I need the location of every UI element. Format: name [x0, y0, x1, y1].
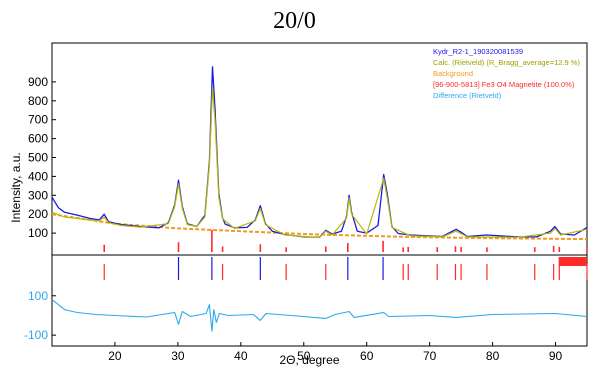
x-tick-label: 80	[486, 349, 500, 363]
legend-entry: Difference (Rietveld)	[433, 91, 502, 100]
legend-entry: Calc. (Rietveld) (R_Bragg_average=12.9 %…	[433, 58, 580, 67]
y-tick-label: 400	[28, 169, 48, 183]
difference-series	[51, 299, 588, 332]
y-tick-label: 700	[28, 113, 48, 127]
x-tick-label: 70	[423, 349, 437, 363]
page-title: 20/0	[273, 8, 316, 34]
x-tick-label: 60	[360, 349, 374, 363]
plot-area: 100 200 300 400 500 600 700 800 900 100 -100 20 30 40…	[24, 42, 588, 363]
diff-tick-label: -100	[24, 328, 48, 342]
y-tick-label: 200	[28, 207, 48, 221]
plot-frame	[51, 42, 588, 347]
x-tick-label: 50	[297, 349, 311, 363]
diff-tick-label: 100	[28, 289, 48, 303]
reflection-cluster-band	[558, 257, 587, 266]
legend-entry: Kydr_R2-1_190320081539	[433, 47, 523, 56]
chart-legend: Kydr_R2-1_190320081539 Calc. (Rietveld) (…	[433, 47, 580, 100]
legend-entry: [96-900-5813] Fe3 O4 Magnetite (100.0%)	[433, 80, 575, 89]
y-tick-label: 800	[28, 94, 48, 108]
calculated-series	[51, 86, 588, 239]
y-axis-label: Intensity, a.u.	[9, 152, 23, 222]
y-tick-label: 900	[28, 75, 48, 89]
y-tick-label: 500	[28, 151, 48, 165]
x-tick-label: 30	[171, 349, 185, 363]
x-tick-label: 20	[108, 349, 122, 363]
y-tick-label: 600	[28, 132, 48, 146]
background-series	[51, 213, 588, 241]
x-axis-label: 2Θ, degree	[279, 353, 339, 367]
y-tick-label: 100	[28, 226, 48, 240]
legend-entry: Background	[433, 69, 473, 78]
observed-series	[51, 66, 588, 238]
y-tick-label: 300	[28, 188, 48, 202]
x-tick-label: 40	[234, 349, 248, 363]
x-tick-label: 90	[549, 349, 563, 363]
